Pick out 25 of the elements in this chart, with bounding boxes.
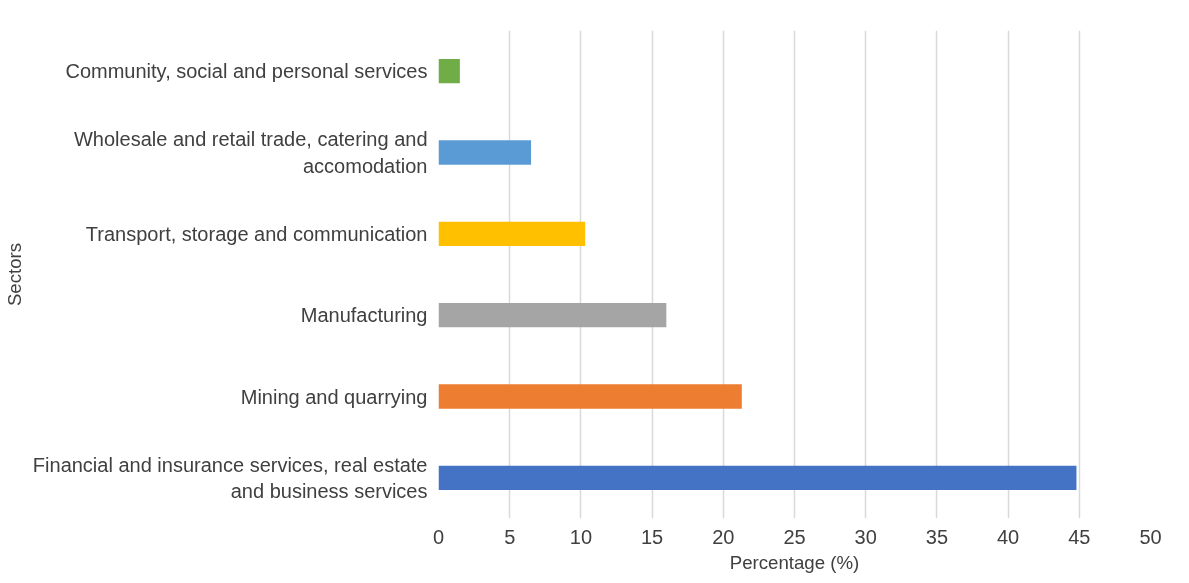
y-tick-label: Transport, storage and communication [85, 222, 428, 245]
x-tick-label: 20 [712, 525, 735, 548]
x-tick-label: 50 [1139, 525, 1162, 548]
bar [438, 58, 460, 84]
x-tick-label: 25 [783, 525, 806, 548]
bar [438, 465, 1077, 491]
x-tick-label: 5 [504, 525, 516, 548]
x-tick-label: 10 [569, 525, 593, 548]
x-axis-title: Percentage (%) [729, 551, 860, 573]
x-tick-label: 45 [1068, 525, 1091, 548]
x-tick-label: 35 [925, 525, 949, 548]
y-tick-label: Mining and quarrying [240, 385, 428, 408]
y-tick-label: Community, social and personal services [65, 60, 428, 83]
x-tick-label: 0 [432, 525, 445, 548]
y-tick-label: Wholesale and retail trade, catering and accomodation [73, 128, 428, 177]
x-tick-label: 15 [640, 525, 664, 548]
bar [438, 384, 742, 409]
y-axis-title: Sectors [3, 242, 25, 307]
bar [438, 221, 586, 247]
x-tick-label: 30 [854, 525, 877, 548]
y-tick-label: Financial and insurance services, real estate and business services [32, 453, 428, 503]
bar [438, 140, 532, 165]
y-tick-label: Manufacturing [300, 304, 428, 327]
bar [438, 302, 667, 328]
x-tick-label: 40 [996, 525, 1020, 548]
